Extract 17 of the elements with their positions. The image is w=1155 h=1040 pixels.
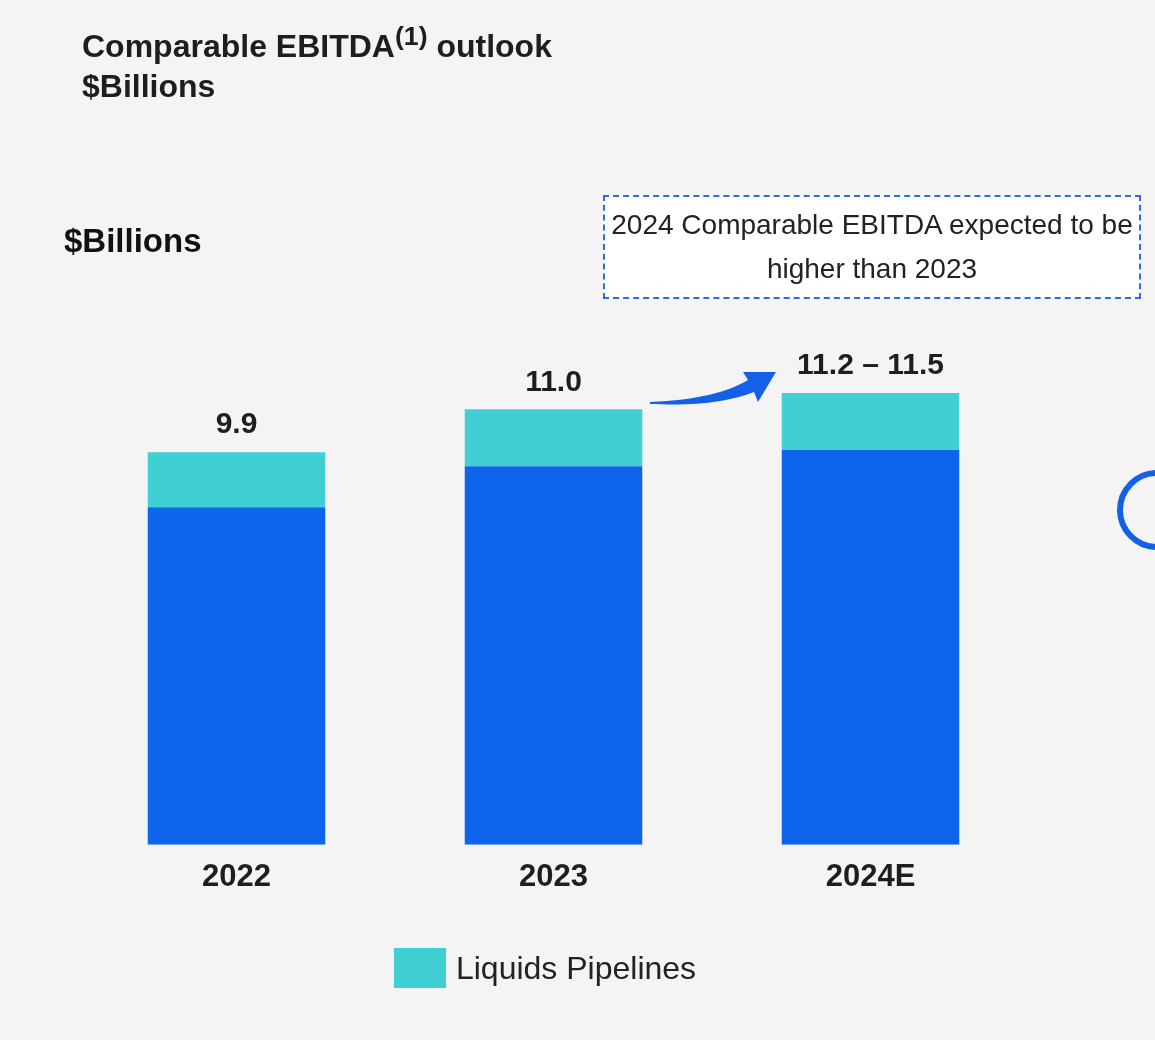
- x-tick-label: 2023: [519, 857, 588, 893]
- annotation: 9.9: [215, 406, 258, 440]
- x-tick-label: 2022: [202, 857, 271, 893]
- text: 2024 Comparable EBITDA expected to be higher than 2023: [603, 195, 1141, 299]
- chart-title: Comparable EBITDA$^{(1)}$ outlook: [82, 20, 552, 66]
- text: 11.2 – 11.5: [797, 347, 944, 381]
- bar: [147, 507, 326, 845]
- bar: [781, 393, 960, 450]
- bar: [464, 466, 643, 845]
- bar: [147, 452, 326, 508]
- text: $Billions: [64, 222, 202, 260]
- bar: [464, 409, 643, 467]
- x-tick-label: 2024E: [825, 857, 916, 893]
- chart-subtitle: $Billions: [82, 66, 217, 106]
- bar: [781, 449, 960, 845]
- legend-label: Liquids Pipelines: [455, 949, 697, 987]
- annotation: 11.0: [525, 363, 582, 397]
